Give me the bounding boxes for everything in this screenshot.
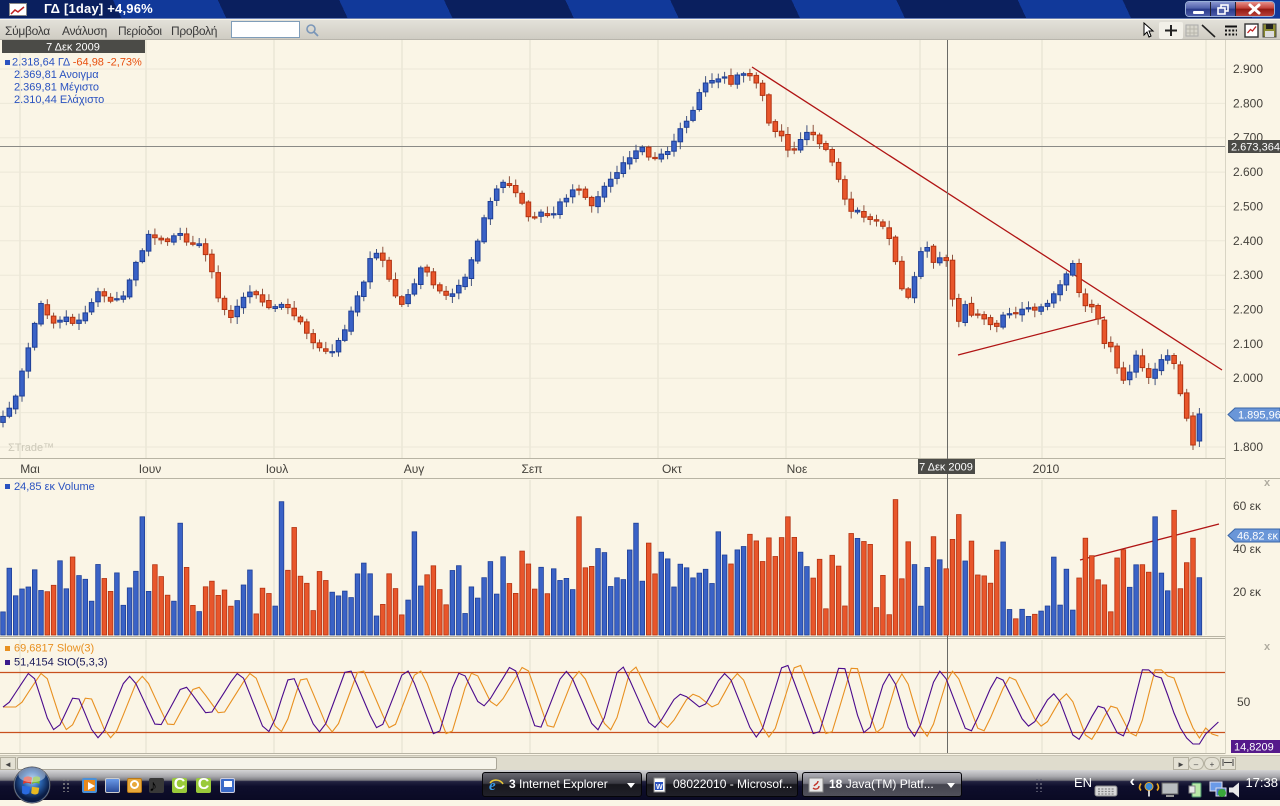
svg-text:14,8209: 14,8209: [1234, 742, 1274, 754]
svg-text:2.600: 2.600: [1233, 165, 1263, 179]
svg-text:2.200: 2.200: [1233, 303, 1263, 317]
svg-text:51,4154 StO(5,3,3): 51,4154 StO(5,3,3): [14, 657, 108, 669]
svg-text:40 εκ: 40 εκ: [1233, 542, 1262, 556]
svg-text:7 Δεκ 2009: 7 Δεκ 2009: [919, 462, 973, 474]
svg-text:20 εκ: 20 εκ: [1233, 585, 1262, 599]
svg-text:Ιουλ: Ιουλ: [266, 462, 289, 476]
svg-text:Οκτ: Οκτ: [662, 462, 682, 476]
svg-text:e: e: [489, 778, 496, 793]
svg-text:1.800: 1.800: [1233, 440, 1263, 454]
svg-text:2.673,364: 2.673,364: [1231, 142, 1280, 154]
svg-text:50: 50: [1237, 695, 1251, 709]
svg-text:2.300: 2.300: [1233, 268, 1263, 282]
svg-text:60 εκ: 60 εκ: [1233, 499, 1262, 513]
svg-text:Αυγ: Αυγ: [404, 462, 425, 476]
svg-text:ΣTrade™: ΣTrade™: [8, 442, 54, 454]
svg-text:2.500: 2.500: [1233, 199, 1263, 213]
svg-text:Μαι: Μαι: [20, 462, 40, 476]
svg-text:2.369,81 Ανοιγμα: 2.369,81 Ανοιγμα: [14, 69, 99, 81]
svg-text:x: x: [1264, 641, 1271, 653]
svg-text:W: W: [656, 784, 663, 791]
svg-text:2.800: 2.800: [1233, 96, 1263, 110]
svg-text:2.900: 2.900: [1233, 62, 1263, 76]
svg-text:2.318,64 ΓΔ -64,98 -2,73%: 2.318,64 ΓΔ -64,98 -2,73%: [12, 57, 142, 69]
svg-text:24,85 εκ Volume: 24,85 εκ Volume: [14, 481, 95, 493]
svg-text:7 Δεκ 2009: 7 Δεκ 2009: [46, 42, 100, 54]
svg-text:2.369,81 Μέγιστο: 2.369,81 Μέγιστο: [14, 82, 99, 94]
svg-text:2.310,44 Ελάχιστο: 2.310,44 Ελάχιστο: [14, 94, 104, 106]
svg-text:2.100: 2.100: [1233, 337, 1263, 351]
svg-text:2.400: 2.400: [1233, 234, 1263, 248]
svg-text:Ιουν: Ιουν: [139, 462, 162, 476]
svg-text:69,6817 Slow(3): 69,6817 Slow(3): [14, 643, 94, 655]
svg-text:46,82 εκ: 46,82 εκ: [1237, 531, 1278, 543]
svg-text:1.895,96: 1.895,96: [1238, 410, 1280, 422]
svg-text:Σεπ: Σεπ: [521, 462, 542, 476]
svg-text:2010: 2010: [1033, 462, 1060, 476]
svg-text:Νοε: Νοε: [787, 462, 808, 476]
svg-text:2.000: 2.000: [1233, 371, 1263, 385]
svg-text:x: x: [1264, 477, 1271, 489]
